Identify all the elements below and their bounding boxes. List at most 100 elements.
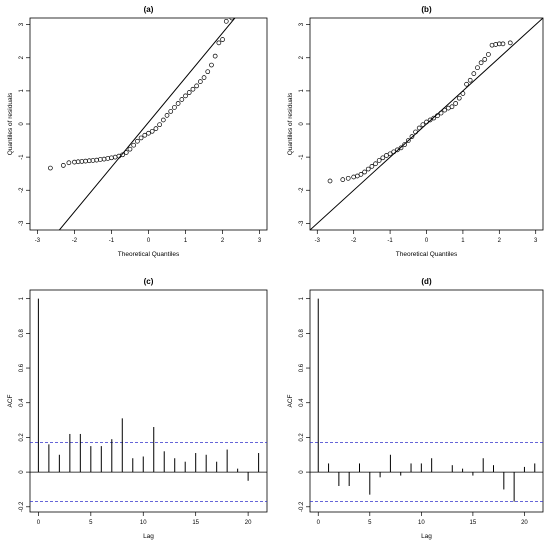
qq-point [153,126,159,131]
qq-point [413,129,418,135]
qq-point [478,60,484,66]
qq-point [362,169,367,175]
y-tick-label: 3 [19,22,25,26]
chart-title: (a) [144,5,154,14]
y-axis-label: Quantiles of residuals [287,92,294,155]
x-tick-label: 5 [368,520,372,526]
qq-point [131,142,137,148]
x-tick-label: 2 [221,238,225,244]
qq-point [220,37,225,42]
y-axis-label: ACF [7,394,14,407]
qq-point [190,86,196,92]
qq-point [66,160,72,166]
x-tick-label: 15 [470,520,477,526]
y-tick-label: 1 [299,89,305,93]
qq-point [467,77,473,83]
y-tick-label: 0.6 [299,363,305,372]
qq-point [123,150,129,155]
qq-point [164,113,170,118]
chart-panel-a: (a) -3 -2 -1 0 1 2 3 -3 -2 -1 0 1 2 3 Theoretical Quant… [7,5,268,258]
qq-point [138,135,144,141]
x-tick-label: -2 [72,238,78,244]
x-tick-label: 20 [245,520,252,526]
y-tick-label: -1 [19,154,25,160]
y-tick-label: 0.4 [299,398,305,407]
qq-point [109,155,114,161]
y-tick-label: 1 [299,296,305,300]
qq-point [449,104,455,110]
qq-point [105,156,111,161]
qq-point [157,122,162,128]
x-tick-label: 1 [461,238,465,244]
qq-point [327,178,333,184]
x-tick-label: 10 [418,520,425,526]
qq-point [373,161,378,167]
qq-point [398,145,404,151]
x-tick-label: 0 [425,238,429,244]
qq-point [416,125,422,131]
qq-point [205,69,211,75]
qq-point [438,110,444,116]
qq-point [507,40,513,46]
x-axis-label: Lag [421,533,432,540]
qq-point [420,122,426,128]
y-tick-label: -0.2 [19,501,25,512]
x-tick-label: 0 [37,520,41,526]
x-tick-label: -3 [315,238,321,244]
qq-point [424,119,429,125]
x-tick-label: 3 [258,238,262,244]
chart-panel-c: (c) 0 5 10 15 20 -0.2 0 0.2 0.4 0.6 0.8 1 Lag ACF [7,277,268,540]
qq-point [135,138,140,144]
qq-point [120,152,125,158]
y-tick-label: 0 [299,470,305,474]
qq-point [442,107,448,113]
qq-point [172,105,177,110]
y-tick-label: 0 [299,122,305,126]
y-tick-label: 1 [19,89,25,93]
qq-point [201,75,207,80]
qq-point [48,165,53,171]
qq-point [149,128,155,134]
qq-point [197,79,203,84]
qq-point [223,18,229,24]
qq-point [146,130,151,136]
qq-point [127,146,133,152]
qq-point [496,41,502,47]
qq-point [183,93,188,99]
qq-point [380,155,386,161]
qq-point [482,57,488,62]
x-axis-label: Theoretical Quantiles [118,251,180,258]
qq-point [229,18,235,21]
y-axis-label: ACF [287,394,294,407]
x-tick-label: 1 [184,238,188,244]
x-tick-label: -2 [351,238,357,244]
y-axis-label: Quantiles of residuals [7,92,14,155]
qq-point [358,172,364,177]
qq-point [431,115,437,121]
plot-area [310,298,543,502]
qq-point [486,52,491,57]
qq-point [475,65,480,71]
y-tick-label: 0.8 [299,329,305,338]
x-tick-label: 3 [534,238,538,244]
qq-point [471,71,477,77]
plot-frame [309,289,544,513]
qq-point [212,53,218,59]
qq-point [387,151,393,157]
plot-area [30,298,267,502]
y-tick-label: 0.8 [19,329,25,338]
y-tick-label: -3 [19,220,25,226]
qq-point [60,163,66,168]
qq-point [500,41,506,47]
qq-reference-line [58,18,236,230]
y-tick-label: -0.2 [299,501,305,512]
plot-frame [29,289,268,513]
y-tick-label: 0.6 [19,363,25,372]
x-tick-label: 0 [147,238,151,244]
qq-point [456,95,462,101]
y-tick-label: 0.2 [299,433,305,442]
qq-point [409,134,415,139]
qq-point [369,164,375,169]
y-tick-label: -2 [19,187,25,193]
